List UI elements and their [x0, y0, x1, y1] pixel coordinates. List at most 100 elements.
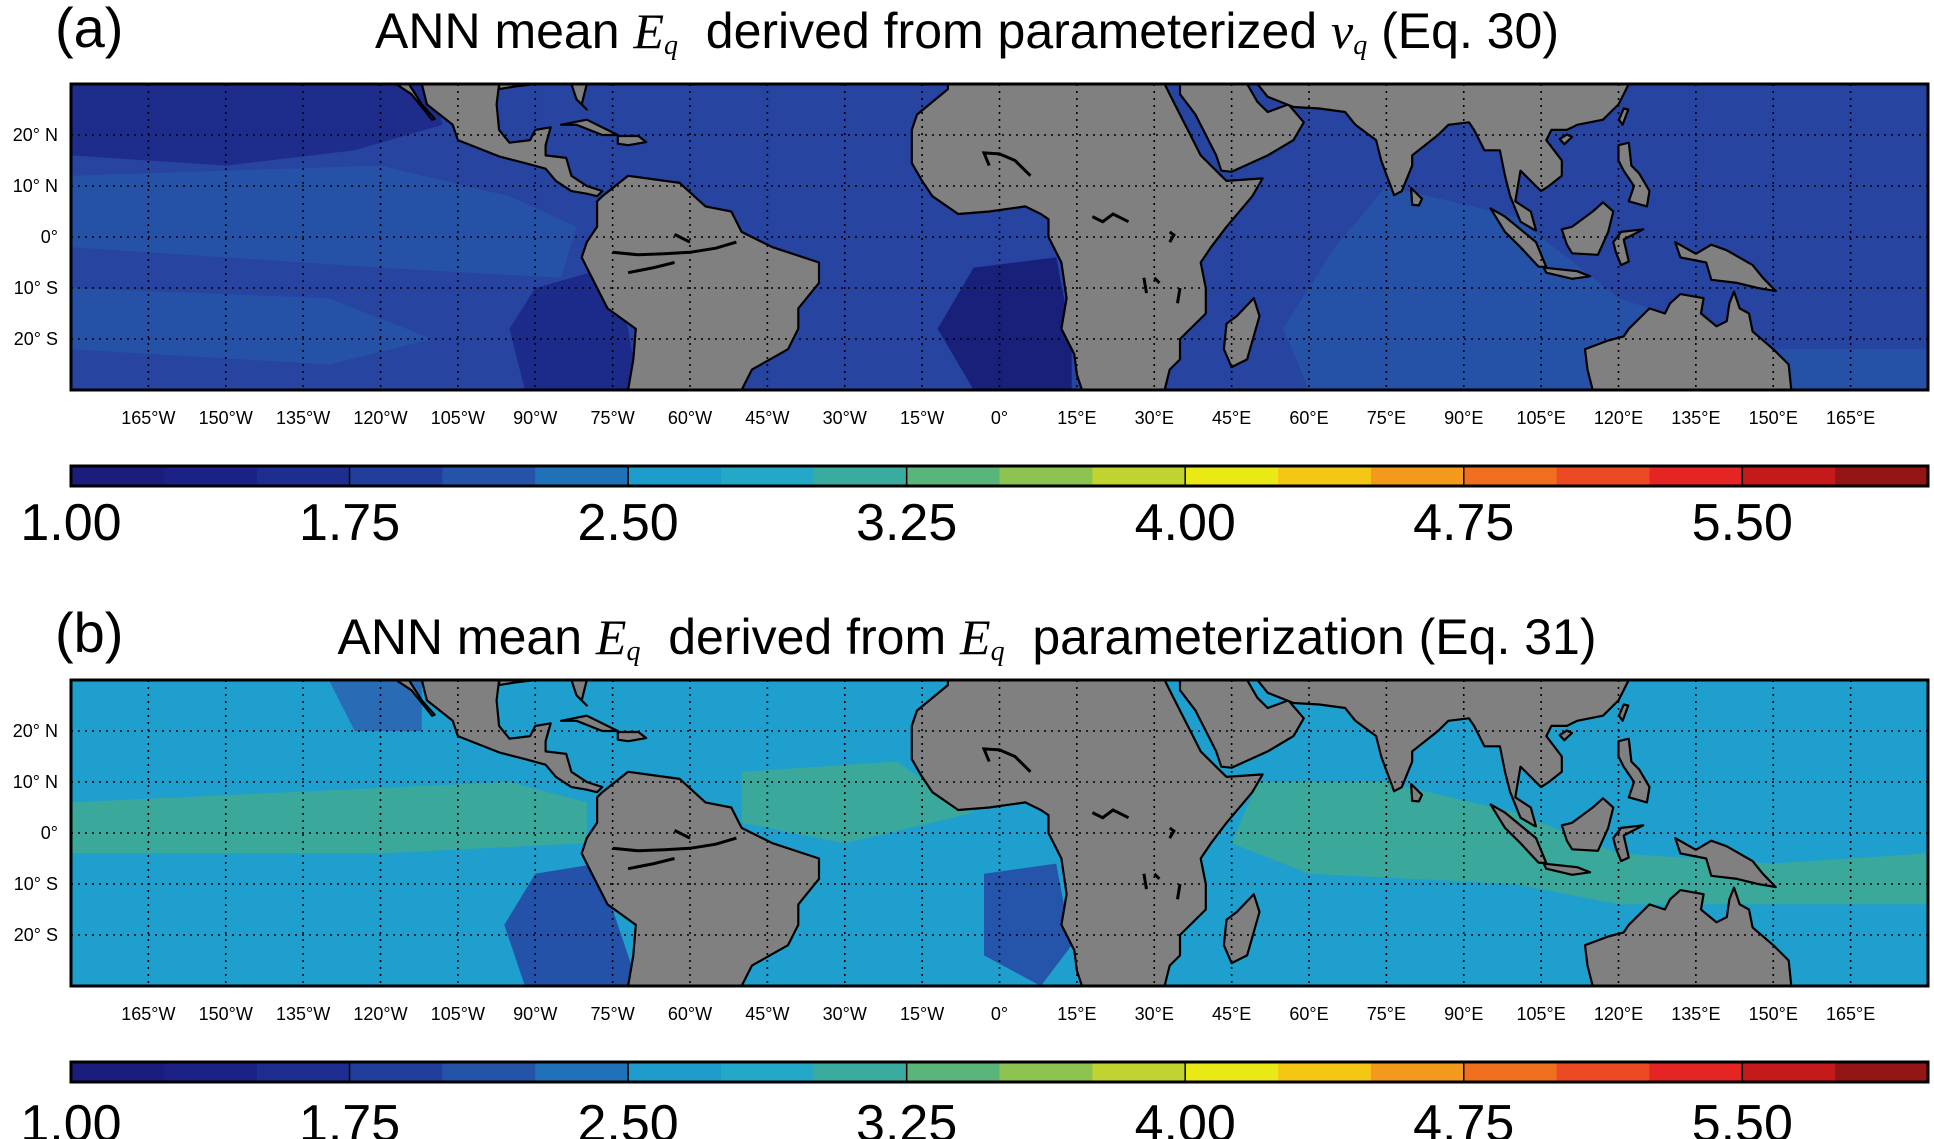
land [1612, 824, 1645, 863]
lon-tick-label: 135°W [276, 1004, 330, 1024]
colorbar-label: 3.25 [856, 494, 957, 552]
title-text: (Eq. 30) [1367, 3, 1559, 59]
colorbar-swatch [1556, 1062, 1650, 1082]
lat-tick-label: 20° S [14, 925, 58, 945]
lon-tick-label: 90°W [513, 1004, 557, 1024]
colorbar-swatch [71, 466, 165, 486]
lon-tick-label: 165°E [1826, 1004, 1875, 1024]
lon-tick-label: 60°W [668, 1004, 712, 1024]
lon-tick-label: 60°E [1289, 1004, 1328, 1024]
lon-tick-label: 165°W [121, 1004, 175, 1024]
river [1153, 872, 1161, 880]
colorbar-swatch [1185, 1062, 1279, 1082]
ocean-patch [328, 680, 422, 731]
lon-tick-label: 75°E [1367, 1004, 1406, 1024]
river [612, 836, 737, 853]
river [1168, 230, 1176, 243]
land [1583, 290, 1793, 390]
river [1142, 277, 1148, 294]
river [612, 240, 737, 257]
land [1617, 141, 1651, 208]
river [1176, 883, 1182, 900]
colorbar-swatch [163, 466, 258, 486]
land [1617, 107, 1630, 126]
lon-tick-label: 120°W [353, 1004, 407, 1024]
lat-tick-label: 10° N [13, 176, 58, 196]
panel-title: ANN mean Eq derived from Eq parameteriza… [0, 612, 1934, 666]
river [627, 857, 675, 871]
lat-tick-label: 0° [41, 227, 58, 247]
river [1153, 276, 1161, 284]
colorbar-swatch [906, 466, 1000, 486]
lon-tick-label: 60°E [1289, 408, 1328, 428]
land [1558, 729, 1574, 742]
colorbar-swatch [442, 466, 536, 486]
land [1560, 797, 1615, 852]
colorbar-swatch [1463, 466, 1558, 486]
lon-tick-label: 90°E [1444, 1004, 1483, 1024]
land [1560, 201, 1615, 256]
colorbar-label: 1.00 [20, 1095, 121, 1139]
land [1222, 297, 1261, 369]
colorbar-label: 5.50 [1692, 494, 1793, 552]
river [1176, 287, 1182, 304]
lon-tick-label: 0° [991, 1004, 1008, 1024]
lon-tick-label: 150°W [199, 1004, 253, 1024]
colorbar-swatch [1370, 1062, 1465, 1082]
colorbar-swatch [1649, 466, 1743, 486]
ocean-patch [984, 863, 1072, 986]
land [1542, 266, 1592, 280]
land [1409, 186, 1424, 207]
lat-tick-label: 10° N [13, 772, 58, 792]
title-text: derived from parameterized [677, 3, 1332, 59]
colorbar-swatch [256, 1062, 351, 1082]
lon-tick-label: 105°E [1517, 408, 1566, 428]
river [673, 233, 691, 244]
colorbar-swatch [442, 1062, 536, 1082]
land [394, 680, 436, 717]
lon-tick-label: 75°W [591, 1004, 635, 1024]
colorbar: 1.00 1.75 2.50 3.25 4.00 4.75 5.50 [20, 1060, 1930, 1139]
colorbar-swatch [535, 1062, 629, 1082]
colorbar-label: 4.00 [1135, 494, 1236, 552]
colorbar: 1.00 1.75 2.50 3.25 4.00 4.75 5.50 [20, 464, 1930, 552]
map: 20° N 10° N 0° 10° S 20° S 165°W 150°W 135°W 120… [13, 82, 1930, 428]
colorbar-swatch [535, 466, 629, 486]
lon-tick-label: 165°W [121, 408, 175, 428]
map: 20° N 10° N 0° 10° S 20° S 165°W 150°W 135°W 120… [13, 678, 1930, 1024]
colorbar-swatch [256, 466, 351, 486]
lon-tick-label: 135°E [1671, 408, 1720, 428]
land [389, 84, 604, 198]
lat-tick-label: 10° S [14, 874, 58, 894]
lon-tick-label: 45°E [1212, 408, 1251, 428]
lat-tick-label: 10° S [14, 278, 58, 298]
colorbar-swatch [1742, 1062, 1836, 1082]
river [1091, 808, 1130, 820]
lon-tick-label: 120°W [353, 408, 407, 428]
colorbar-swatch [813, 1062, 908, 1082]
lon-tick-label: 30°E [1135, 408, 1174, 428]
lat-tick-label: 20° N [13, 125, 58, 145]
title-variable: Eq [595, 609, 641, 667]
lon-tick-label: 150°E [1749, 1004, 1798, 1024]
land [1674, 837, 1777, 889]
land [1612, 228, 1645, 267]
colorbar-swatch [999, 1062, 1093, 1082]
colorbar-label: 4.00 [1135, 1095, 1236, 1139]
lon-tick-label: 30°W [823, 1004, 867, 1024]
lat-tick-label: 20° S [14, 329, 58, 349]
lon-tick-label: 45°W [745, 1004, 789, 1024]
land [389, 680, 604, 794]
colorbar-swatch [1092, 1062, 1186, 1082]
colorbar-label: 3.25 [856, 1095, 957, 1139]
lon-tick-label: 120°E [1594, 1004, 1643, 1024]
land [1542, 862, 1592, 876]
land [580, 770, 821, 986]
land [1674, 241, 1777, 293]
colorbar-label: 1.00 [20, 494, 121, 552]
land [1222, 893, 1261, 965]
colorbar-swatch [71, 1062, 165, 1082]
title-text: ANN mean [375, 3, 634, 59]
panel-label: (b) [55, 601, 124, 664]
lon-tick-label: 45°W [745, 408, 789, 428]
